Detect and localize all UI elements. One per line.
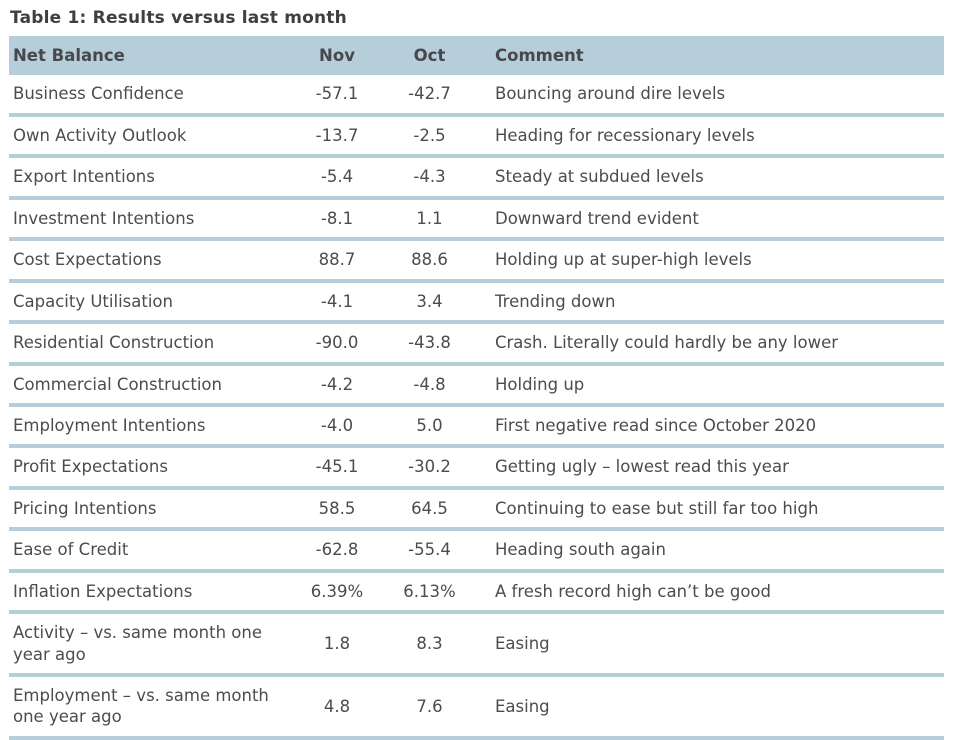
- row-comment: Trending down: [477, 280, 944, 325]
- row-nov: -4.1: [292, 280, 382, 325]
- row-label: Business Confidence: [9, 75, 292, 117]
- table-row: Export Intentions -5.4 -4.3 Steady at su…: [9, 156, 944, 200]
- row-label: Profit Expectations: [9, 446, 292, 490]
- table-row: Commercial Construction -4.2 -4.8 Holdin…: [9, 363, 944, 407]
- table-row: Profit Expectations -45.1 -30.2 Getting …: [9, 446, 944, 490]
- table-row: Capacity Utilisation -4.1 3.4 Trending d…: [9, 280, 944, 325]
- row-comment: A fresh record high can’t be good: [477, 570, 944, 615]
- header-row: Net Balance Nov Oct Comment: [9, 36, 944, 76]
- row-label: Export Intentions: [9, 156, 292, 200]
- header-net-balance: Net Balance: [9, 36, 292, 76]
- row-label: Inflation Expectations: [9, 570, 292, 615]
- row-comment: Holding up: [477, 363, 944, 407]
- row-oct: -30.2: [382, 446, 477, 490]
- row-nov: 6.39%: [292, 570, 382, 615]
- row-oct: -4.3: [382, 156, 477, 200]
- row-oct: 88.6: [382, 239, 477, 283]
- row-label: Ease of Credit: [9, 529, 292, 573]
- row-comment: Easing: [477, 675, 944, 740]
- row-nov: -4.0: [292, 404, 382, 449]
- row-nov: -62.8: [292, 529, 382, 573]
- row-label: Activity – vs. same month one year ago: [9, 612, 292, 677]
- row-nov: 1.8: [292, 612, 382, 677]
- row-comment: Heading south again: [477, 529, 944, 573]
- row-label: Commercial Construction: [9, 363, 292, 407]
- row-nov: -45.1: [292, 446, 382, 490]
- row-nov: -8.1: [292, 197, 382, 242]
- table-row: Inflation Expectations 6.39% 6.13% A fre…: [9, 570, 944, 615]
- row-label: Capacity Utilisation: [9, 280, 292, 325]
- table-title: Table 1: Results versus last month: [10, 8, 347, 28]
- row-label: Residential Construction: [9, 322, 292, 366]
- row-nov: 88.7: [292, 239, 382, 283]
- row-nov: -5.4: [292, 156, 382, 200]
- row-oct: 64.5: [382, 487, 477, 532]
- row-nov: -90.0: [292, 322, 382, 366]
- row-comment: Heading for recessionary levels: [477, 114, 944, 159]
- table-row: Own Activity Outlook -13.7 -2.5 Heading …: [9, 114, 944, 159]
- table-row: Business Confidence -57.1 -42.7 Bouncing…: [9, 75, 944, 117]
- table-row: Pricing Intentions 58.5 64.5 Continuing …: [9, 487, 944, 532]
- table-body: Business Confidence -57.1 -42.7 Bouncing…: [9, 75, 944, 740]
- row-nov: -57.1: [292, 75, 382, 117]
- row-oct: 3.4: [382, 280, 477, 325]
- row-comment: Steady at subdued levels: [477, 156, 944, 200]
- table-row: Employment Intentions -4.0 5.0 First neg…: [9, 404, 944, 449]
- row-comment: First negative read since October 2020: [477, 404, 944, 449]
- table-row: Ease of Credit -62.8 -55.4 Heading south…: [9, 529, 944, 573]
- row-label: Cost Expectations: [9, 239, 292, 283]
- row-oct: -55.4: [382, 529, 477, 573]
- row-oct: 1.1: [382, 197, 477, 242]
- results-table-header: Net Balance Nov Oct Comment: [9, 36, 944, 76]
- header-nov: Nov: [292, 36, 382, 76]
- table-row: Employment – vs. same month one year ago…: [9, 675, 944, 740]
- table-row: Residential Construction -90.0 -43.8 Cra…: [9, 322, 944, 366]
- row-nov: 4.8: [292, 675, 382, 740]
- row-comment: Holding up at super-high levels: [477, 239, 944, 283]
- row-comment: Downward trend evident: [477, 197, 944, 242]
- table-row: Activity – vs. same month one year ago 1…: [9, 612, 944, 677]
- row-comment: Easing: [477, 612, 944, 677]
- row-nov: -4.2: [292, 363, 382, 407]
- header-oct: Oct: [382, 36, 477, 76]
- row-comment: Bouncing around dire levels: [477, 75, 944, 117]
- row-oct: 8.3: [382, 612, 477, 677]
- table-row: Investment Intentions -8.1 1.1 Downward …: [9, 197, 944, 242]
- row-comment: Crash. Literally could hardly be any low…: [477, 322, 944, 366]
- row-nov: -13.7: [292, 114, 382, 159]
- table-row: Cost Expectations 88.7 88.6 Holding up a…: [9, 239, 944, 283]
- row-nov: 58.5: [292, 487, 382, 532]
- row-oct: 5.0: [382, 404, 477, 449]
- header-comment: Comment: [477, 36, 944, 76]
- row-oct: -2.5: [382, 114, 477, 159]
- row-comment: Continuing to ease but still far too hig…: [477, 487, 944, 532]
- row-label: Employment – vs. same month one year ago: [9, 675, 292, 740]
- row-label: Investment Intentions: [9, 197, 292, 242]
- row-oct: -42.7: [382, 75, 477, 117]
- row-oct: -43.8: [382, 322, 477, 366]
- row-oct: 6.13%: [382, 570, 477, 615]
- row-oct: 7.6: [382, 675, 477, 740]
- row-comment: Getting ugly – lowest read this year: [477, 446, 944, 490]
- row-label: Own Activity Outlook: [9, 114, 292, 159]
- row-oct: -4.8: [382, 363, 477, 407]
- row-label: Employment Intentions: [9, 404, 292, 449]
- results-table: Net Balance Nov Oct Comment Business Con…: [9, 36, 944, 740]
- row-label: Pricing Intentions: [9, 487, 292, 532]
